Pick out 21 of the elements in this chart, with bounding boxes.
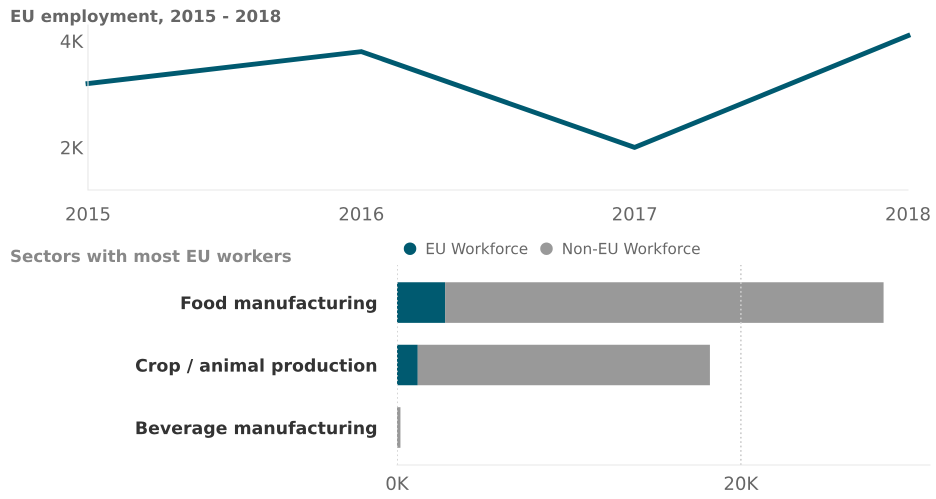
bar xyxy=(418,344,710,386)
bar xyxy=(397,344,418,386)
line-series xyxy=(86,33,910,150)
x-tick-label: 2015 xyxy=(66,206,110,221)
legend-label: EU Workforce xyxy=(426,242,528,254)
bar xyxy=(397,407,400,448)
x-tick-label: 0K xyxy=(386,476,410,490)
y-tick-label: Beverage manufacturing xyxy=(136,420,376,438)
y-tick-label: Food manufacturing xyxy=(182,296,376,313)
legend-label: Non-EU Workforce xyxy=(563,242,700,254)
x-tick-label: 2018 xyxy=(886,206,930,221)
y-tick-label: 2K xyxy=(61,140,84,154)
y-tick-label: Crop / animal production xyxy=(136,358,376,376)
bar xyxy=(445,282,884,323)
bar xyxy=(397,282,446,323)
x-tick-label: 2016 xyxy=(340,206,384,221)
x-tick-label: 2017 xyxy=(613,206,656,221)
chart-title: EU employment, 2015 - 2018 xyxy=(12,9,280,26)
y-tick-label: 4K xyxy=(60,34,84,48)
text: Sectors with most EU workers xyxy=(11,249,291,262)
x-tick-label: 20K xyxy=(724,476,759,490)
